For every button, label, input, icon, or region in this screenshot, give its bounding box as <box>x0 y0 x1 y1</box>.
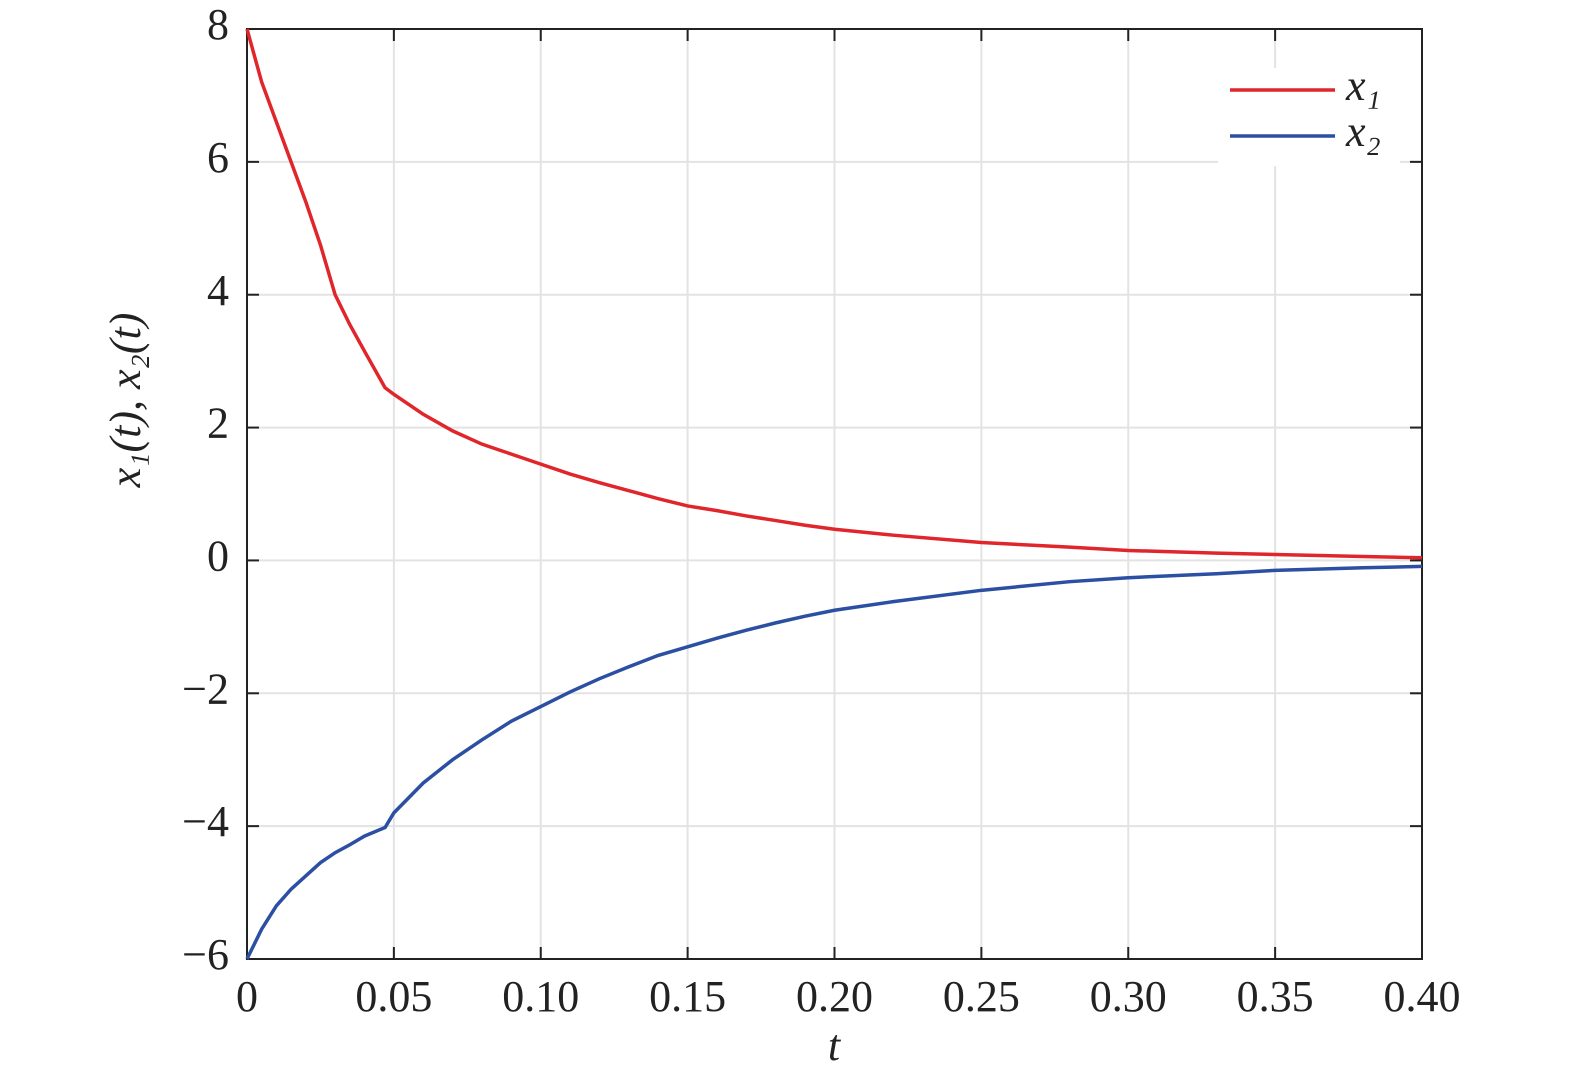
x-tick-label: 0.40 <box>1384 972 1461 1021</box>
x-tick-label: 0.20 <box>796 972 873 1021</box>
line-series <box>245 564 1423 960</box>
y-tick-label: 4 <box>207 266 229 315</box>
line-series <box>245 28 1423 560</box>
x-tick-label: 0.25 <box>943 972 1020 1021</box>
legend-label: x₂ <box>1345 107 1381 156</box>
legend-box <box>1218 68 1400 166</box>
y-tick-label: 8 <box>207 0 229 49</box>
x-tick-label: 0.15 <box>649 972 726 1021</box>
y-tick-label: 0 <box>207 532 229 581</box>
x-tick-label: 0.10 <box>502 972 579 1021</box>
y-tick-label: 6 <box>207 133 229 182</box>
y-tick-label: −4 <box>182 797 229 846</box>
x-tick-label: 0.30 <box>1090 972 1167 1021</box>
x-tick-label: 0 <box>236 972 258 1021</box>
y-tick-label: −6 <box>182 930 229 979</box>
y-axis-label: x₁(t), x₂(t) <box>101 313 150 489</box>
plot-frame <box>246 28 1423 960</box>
y-tick-label: 2 <box>207 399 229 448</box>
x-tick-label: 0.35 <box>1237 972 1314 1021</box>
legend-label: x₁ <box>1345 61 1381 110</box>
x-axis-label: t <box>828 1021 842 1070</box>
y-tick-label: −2 <box>182 664 229 713</box>
x-tick-label: 0.05 <box>355 972 432 1021</box>
